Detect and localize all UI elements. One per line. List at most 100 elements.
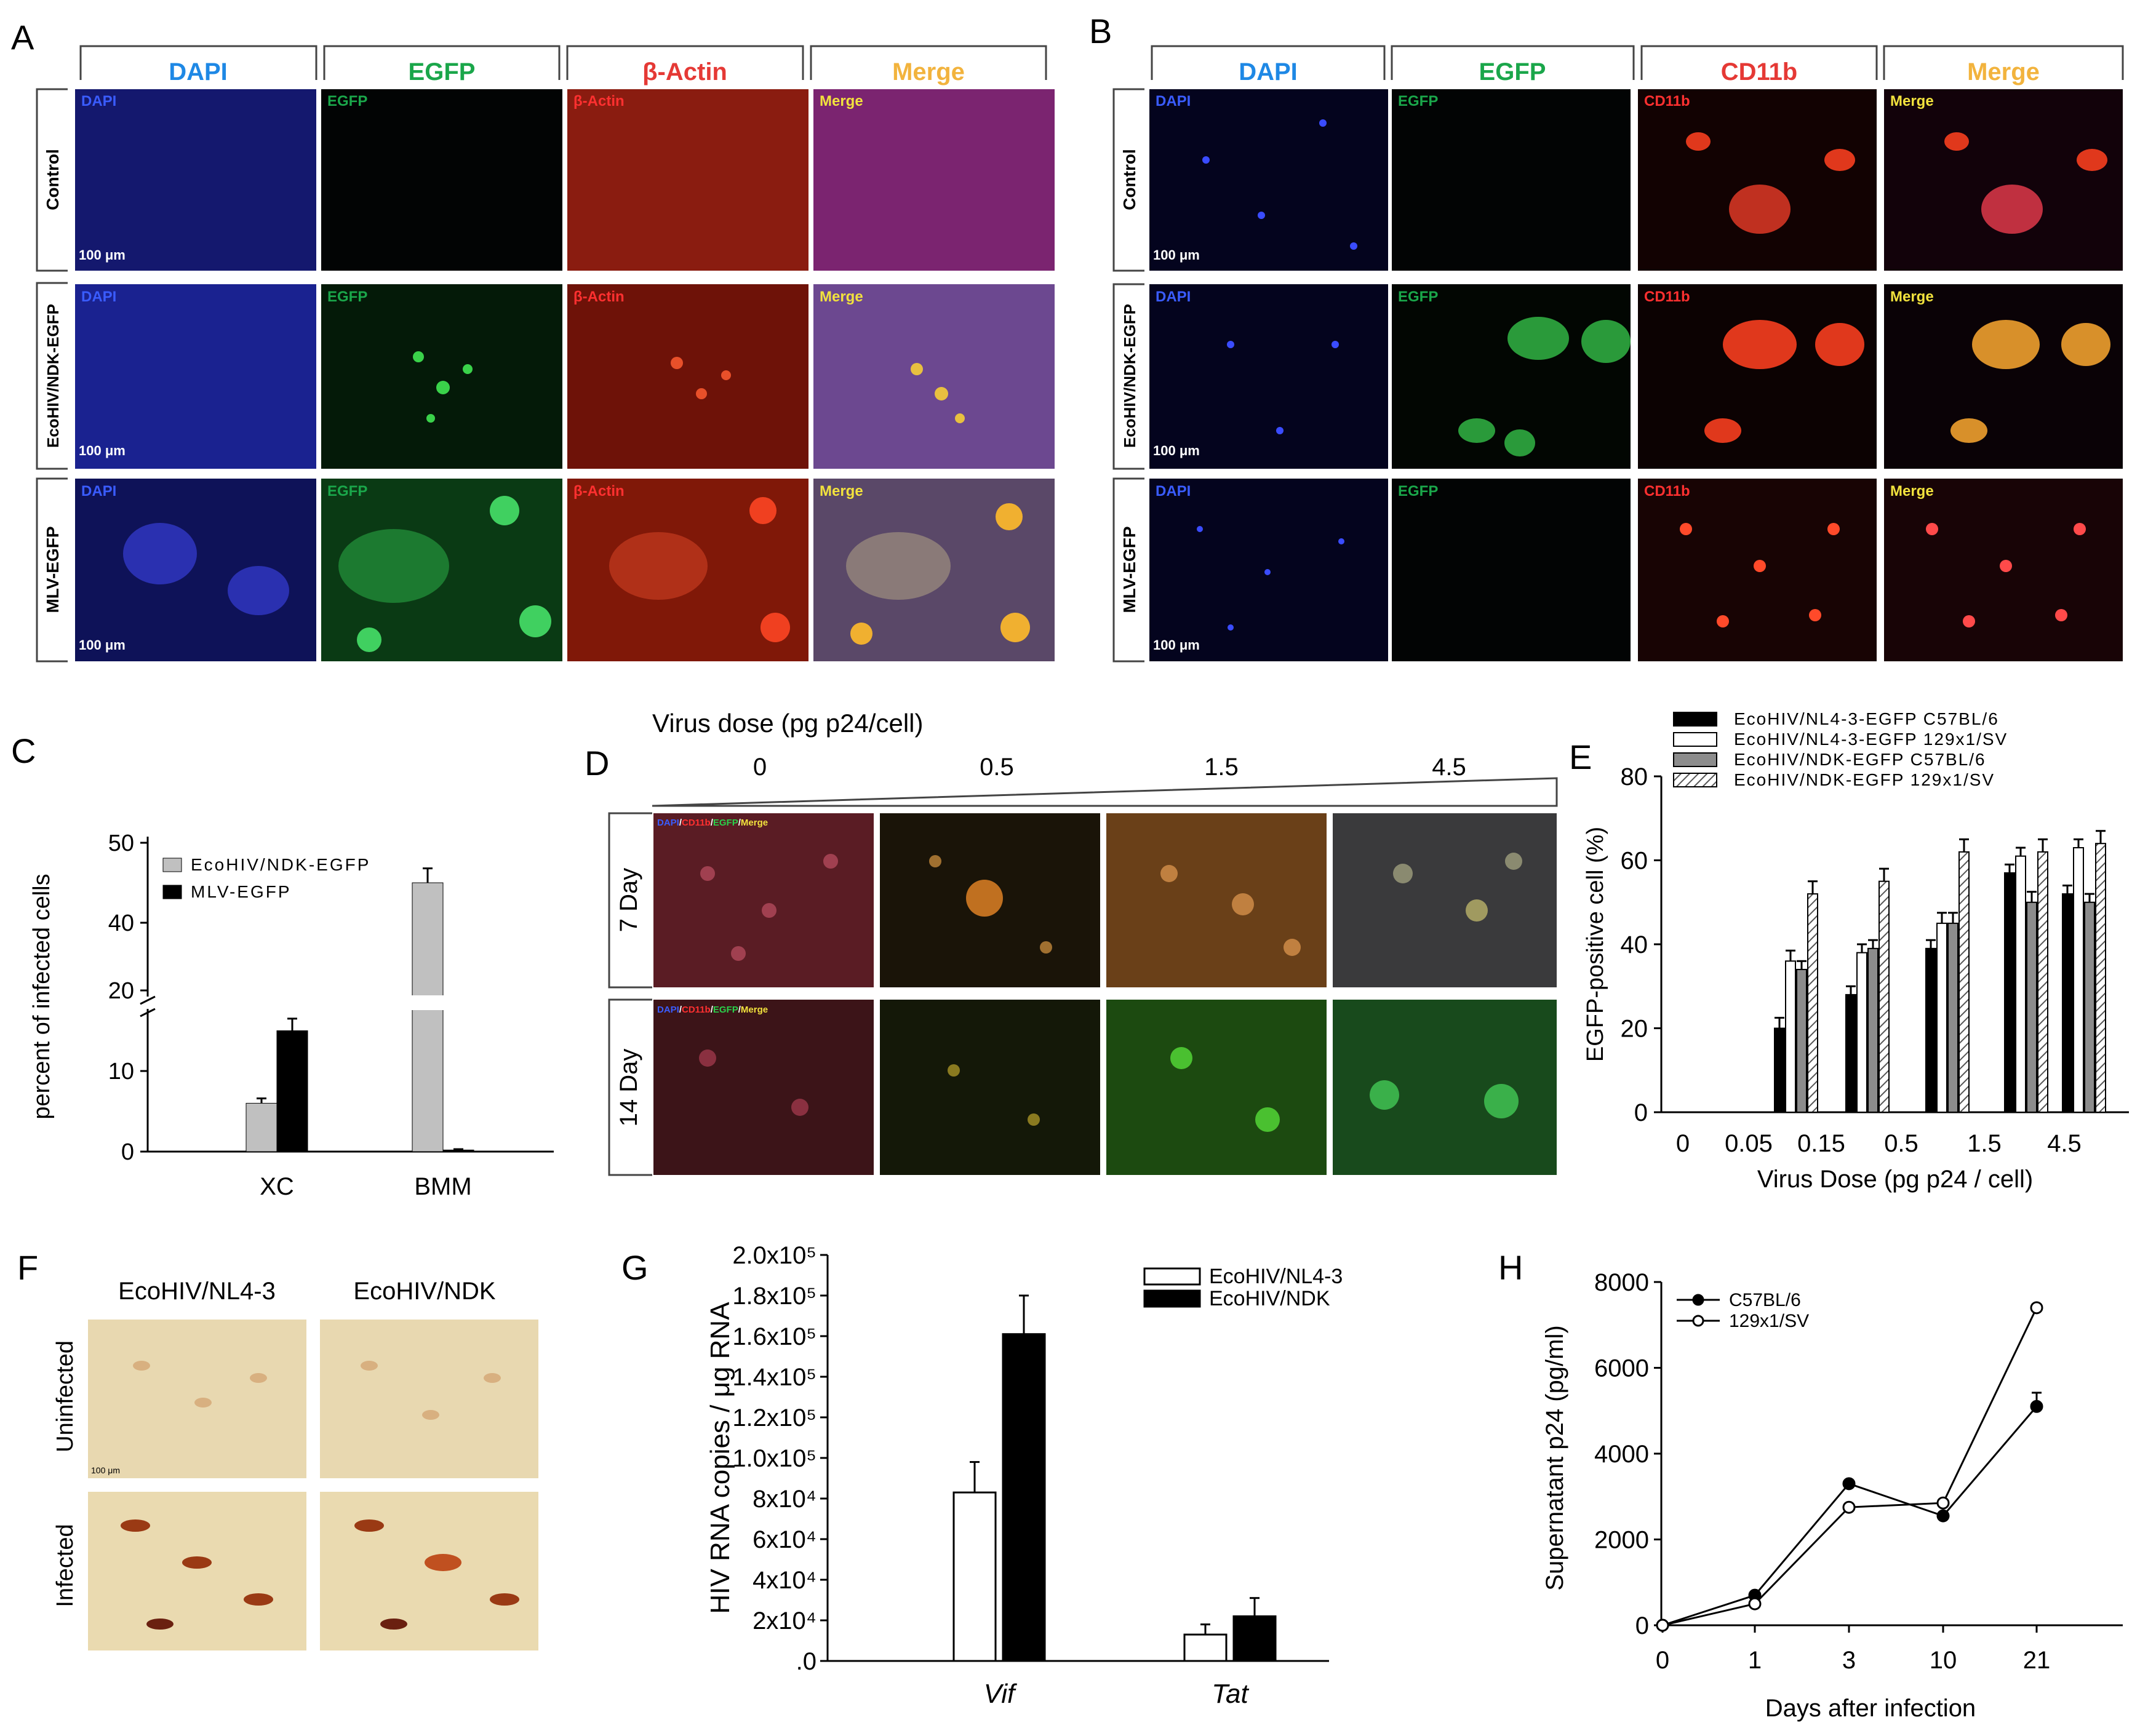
chart-e-bar: [2026, 901, 2037, 1113]
panel-a-tile-ecohiv-dapi: [75, 284, 316, 469]
chart-h-series-line: [1662, 1406, 2038, 1627]
panel-d-row-brackets: [608, 812, 652, 1176]
panel-b-header-merge: Merge: [1967, 58, 2040, 86]
panel-a: DAPI EGFP β-Actin Merge Control EcoHIV/N…: [36, 45, 1055, 663]
panel-d-tile-14d-dose1: [880, 1000, 1100, 1175]
chart-c-axis-break-2: [140, 1008, 156, 1017]
panel-letter-h: H: [1498, 1248, 1523, 1287]
panel-b-header-cd11b: CD11b: [1721, 58, 1798, 86]
chart-e-legend-label: EcoHIV/NDK-EGFP C57BL/6: [1734, 750, 1986, 769]
chart-e-x-tick-label: 0.15: [1797, 1130, 1845, 1157]
panel-b-tile-ecohiv-dapi: [1149, 284, 1388, 469]
panel-d-tile-label-7day: DAPI/CD11b/EGFP/Merge: [657, 818, 768, 828]
panel-a-header-egfp: EGFP: [409, 58, 476, 86]
panel-b-tile-label-merge-r1: Merge: [1890, 93, 1934, 109]
panel-f-tile-infected-nl43: [88, 1492, 306, 1650]
panel-d-cell-spots: [699, 853, 1522, 1132]
panel-d-dose-wedge: [652, 777, 1558, 807]
chart-h-y-tick-label: 8000: [1594, 1269, 1649, 1296]
panel-b-tile-label-dapi-r1: DAPI: [1156, 93, 1191, 109]
chart-h-y-tick-label: 2000: [1594, 1527, 1649, 1554]
panel-d-label-egfp-2: EGFP: [713, 1005, 738, 1015]
chart-h-y-axis-title: Supernatant p24 (pg/ml): [1541, 1325, 1568, 1590]
panel-f-row-label-infected: Infected: [52, 1524, 78, 1607]
chart-e: 0 20 40 60 80 EGFP-positive cell (%) 0 0.05 0.15…: [1583, 709, 2129, 1193]
chart-c-bar: [412, 882, 444, 1152]
chart-e-y-axis-title: EGFP-positive cell (%): [1583, 827, 1608, 1062]
panel-a-micrographs: [75, 89, 1055, 661]
panel-d-label-slash-1: /: [679, 818, 682, 828]
panel-a-tile-label-egfp-r2: EGFP: [327, 289, 367, 305]
panel-d-tile-7d-dose0: [653, 813, 874, 987]
chart-e-bar: [2095, 843, 2106, 1113]
panel-b: DAPI EGFP CD11b Merge Control EcoHIV/NDK…: [1112, 45, 2124, 663]
chart-e-y-tick-label: 20: [1621, 1016, 1648, 1043]
panel-a-tile-label-egfp-r3: EGFP: [327, 483, 367, 500]
chart-g-y-tick-label: 1.8x10⁵: [732, 1283, 816, 1310]
panel-d-dose-3: 4.5: [1432, 754, 1466, 781]
panel-d-row-label-14day: 14 Day: [615, 1049, 642, 1127]
panel-b-tile-ecohiv-cd11b: [1638, 284, 1877, 469]
chart-e-legend-swatch: [1673, 752, 1717, 767]
panel-d-tile-label-14day: DAPI/CD11b/EGFP/Merge: [657, 1005, 768, 1015]
panel-b-row-label-mlv: MLV-EGFP: [1120, 526, 1139, 613]
panel-b-tile-label-cd11b-r2: CD11b: [1644, 289, 1690, 305]
panel-d-label-merge-2: Merge: [741, 1005, 768, 1015]
panel-a-scale-text-r2: 100 μm: [79, 443, 126, 458]
chart-c-legend-label: MLV-EGFP: [191, 882, 292, 901]
panel-d-dose-1: 0.5: [980, 754, 1014, 781]
chart-h-series-line: [1662, 1307, 2038, 1627]
chart-g-bar: [1232, 1615, 1277, 1662]
chart-e-y-tick-label: 60: [1621, 848, 1648, 875]
panel-a-tile-label-actin-r2: β-Actin: [573, 289, 625, 305]
panel-d-micrographs: [653, 813, 1557, 1175]
panel-b-tile-label-merge-r3: Merge: [1890, 483, 1934, 500]
chart-c-x-tick-label: BMM: [414, 1173, 471, 1200]
panel-letter-a: A: [11, 18, 34, 57]
panel-a-tile-control-actin: [567, 89, 808, 271]
panel-a-header-brackets: [79, 45, 1047, 80]
panel-b-tile-label-egfp-r2: EGFP: [1398, 289, 1438, 305]
chart-g: .0 2x10⁴ 4x10⁴ 6x10⁴ 8x10⁴ 1.0x10⁵ 1.2x10⁵ 1.4x…: [705, 1242, 1343, 1709]
panel-f-cell-spots: [121, 1361, 519, 1630]
chart-c: 0 10 20 40 50 percent of infected cells XC BMM E…: [29, 830, 554, 1200]
chart-e-bar: [1807, 893, 1818, 1113]
chart-g-y-tick-label: 8x10⁴: [753, 1486, 816, 1513]
panel-a-scale-bars: 100 μm 100 μm 100 μm: [79, 247, 126, 653]
panel-d-dose-2: 1.5: [1204, 754, 1239, 781]
chart-e-y-tick-label: 0: [1634, 1099, 1648, 1126]
panel-a-tile-label-merge-r1: Merge: [820, 93, 863, 109]
chart-g-y-tick-label: 1.0x10⁵: [732, 1445, 816, 1472]
panel-a-header-dapi: DAPI: [169, 58, 228, 86]
chart-h-x-tick-label: 3: [1842, 1647, 1856, 1674]
chart-e-bar: [1947, 922, 1958, 1113]
chart-h-legend-marker: [1692, 1294, 1704, 1306]
panel-d-label-cd11b-2: CD11b: [682, 1005, 711, 1015]
panel-d-label-slash-4: /: [679, 1005, 682, 1015]
chart-h-point: [1936, 1496, 1950, 1510]
chart-g-legend-label: EcoHIV/NL4-3: [1209, 1265, 1343, 1288]
panel-d-tile-7d-dose3: [1333, 813, 1557, 987]
chart-e-bar: [2004, 872, 2015, 1113]
chart-e-bar: [1856, 952, 1867, 1113]
chart-h-y-tick-label: 0: [1635, 1612, 1649, 1639]
chart-g-bar: [1183, 1633, 1228, 1662]
chart-g-y-tick-label: 2x10⁴: [753, 1607, 816, 1634]
panel-a-tile-label-dapi-r2: DAPI: [81, 289, 116, 305]
chart-e-bar: [1796, 968, 1807, 1113]
chart-e-legend-swatch: [1673, 712, 1717, 727]
panel-a-tile-ecohiv-merge: [813, 284, 1055, 469]
panel-a-row-label-control: Control: [43, 149, 62, 210]
panel-a-row-label-ecohiv: EcoHIV/NDK-EGFP: [44, 304, 62, 448]
chart-c-y-tick-label: 50: [108, 830, 134, 856]
chart-c-legend-swatch: [162, 858, 182, 872]
panel-a-header-actin: β-Actin: [642, 58, 727, 86]
panel-b-tile-label-cd11b-r1: CD11b: [1644, 93, 1690, 109]
chart-e-bar: [1785, 960, 1796, 1113]
panel-f-tile-infected-ndk: [320, 1492, 538, 1650]
panel-a-tile-label-merge-r3: Merge: [820, 483, 863, 500]
chart-e-x-tick-label: 4.5: [2047, 1130, 2082, 1157]
panel-d-label-slash-5: /: [711, 1005, 714, 1015]
chart-e-bar: [1774, 1027, 1785, 1113]
